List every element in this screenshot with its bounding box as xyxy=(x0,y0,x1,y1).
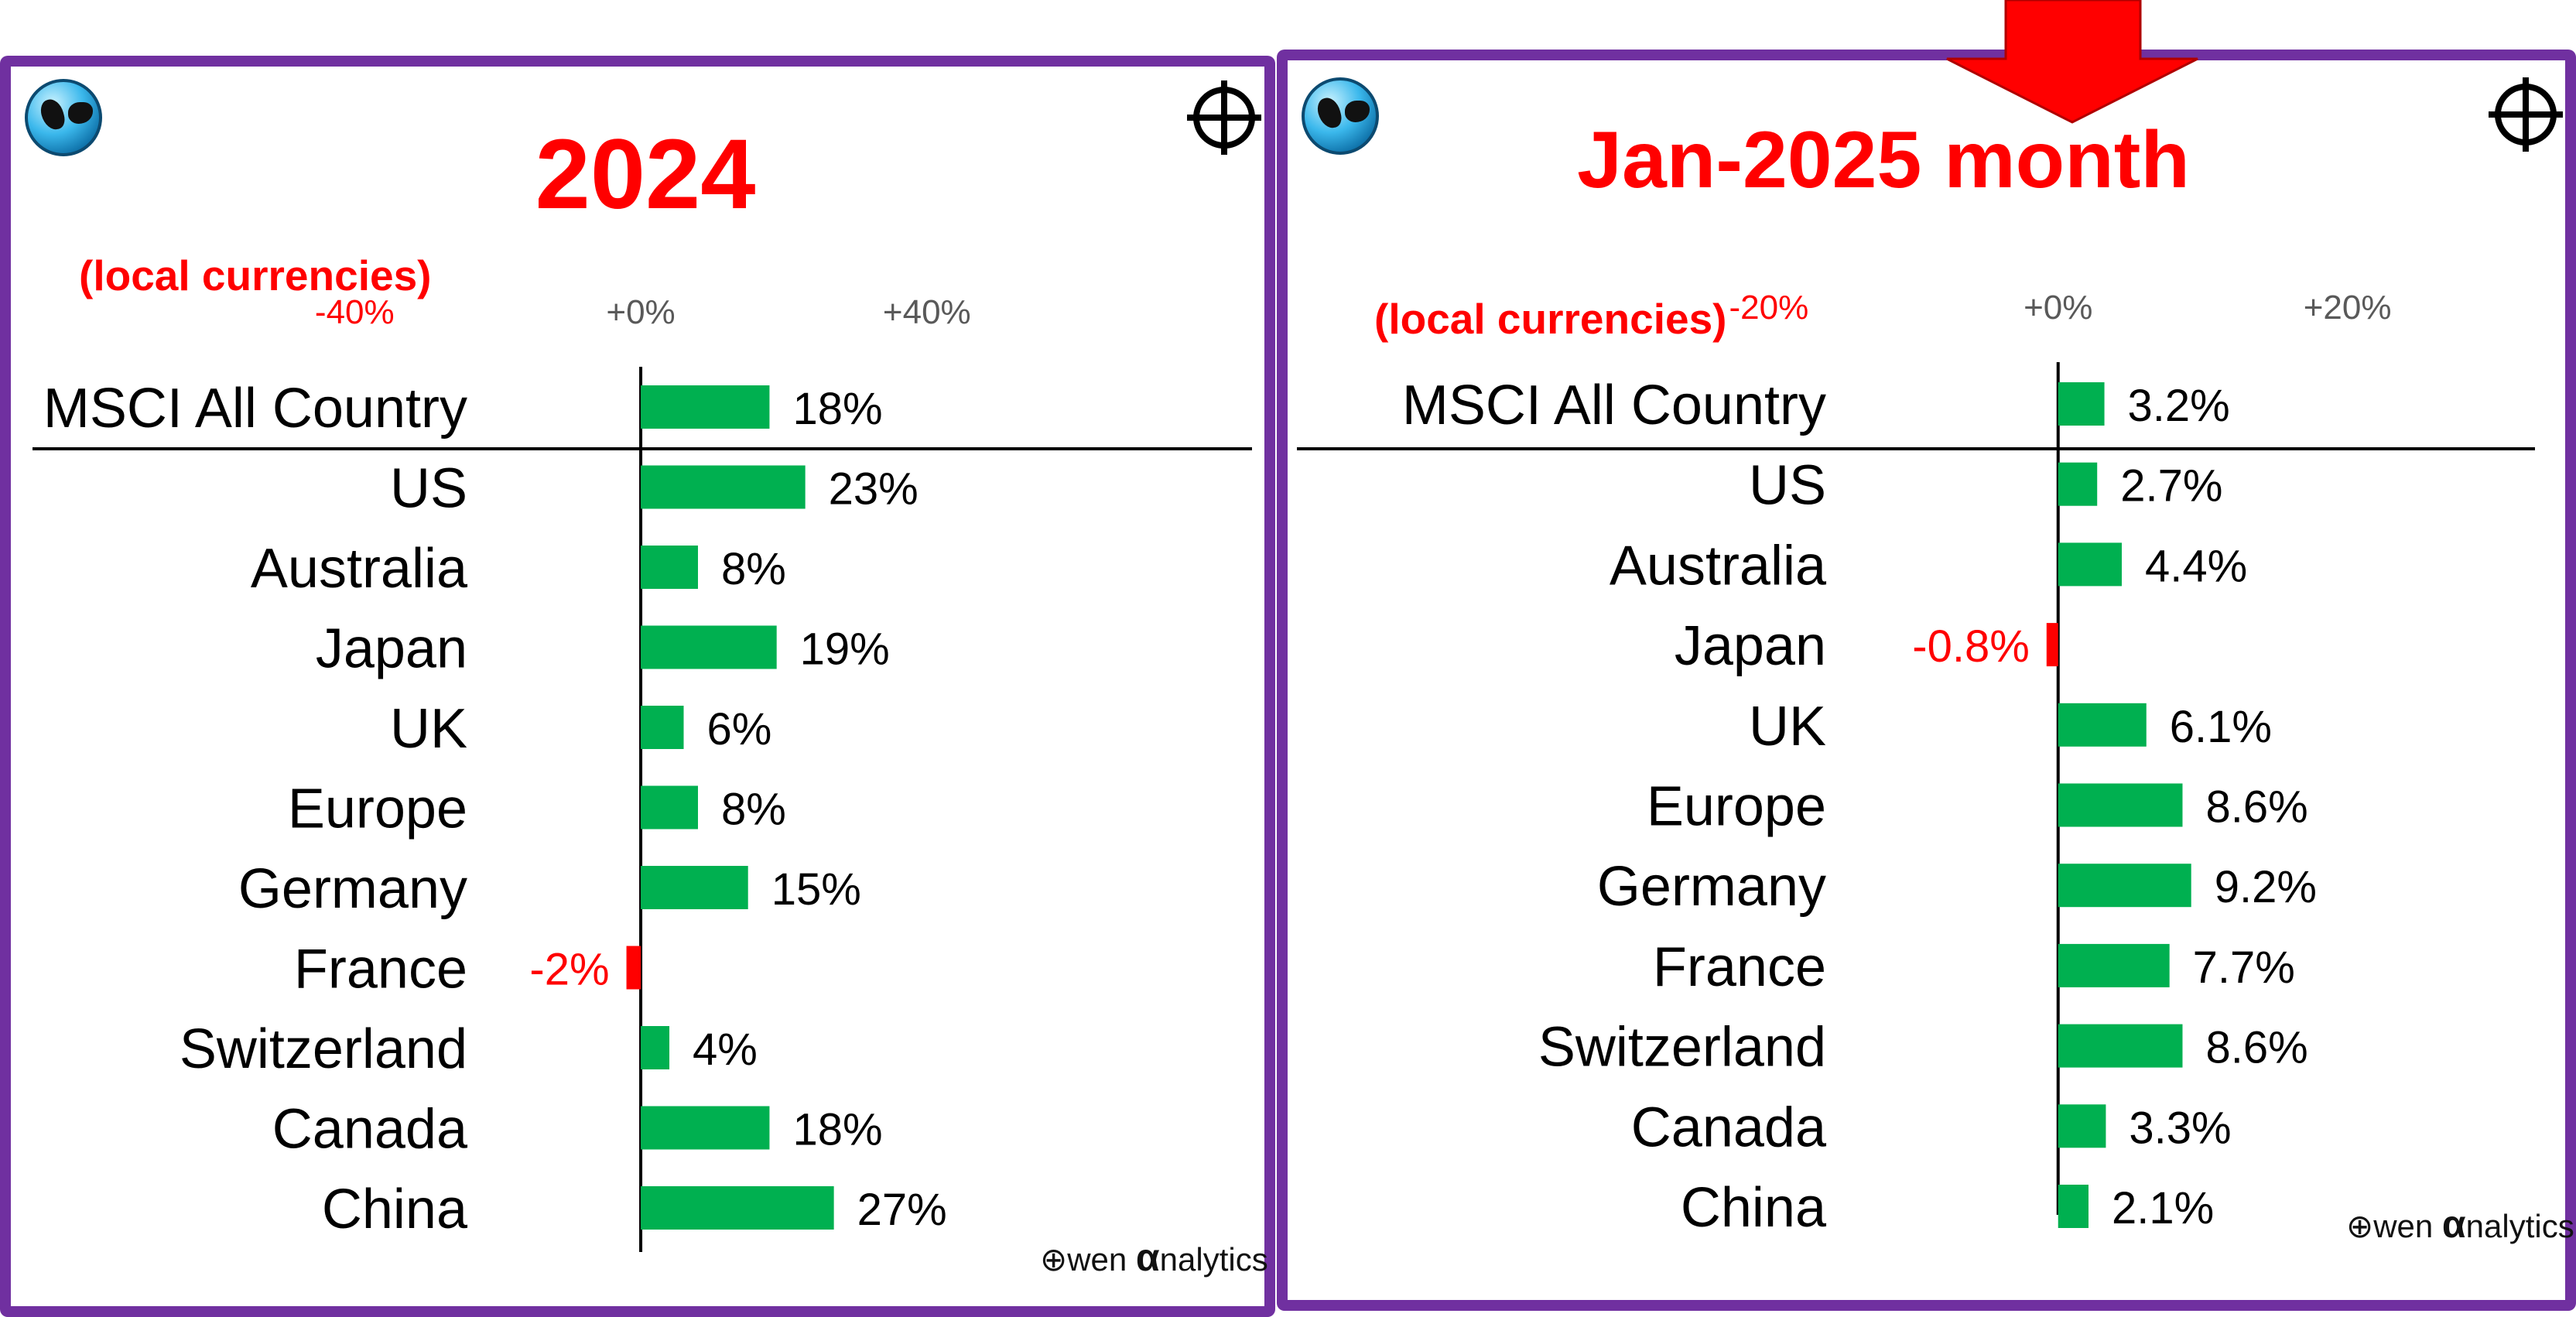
bar xyxy=(2058,382,2105,426)
tick-label: +0% xyxy=(606,293,675,331)
chart-panel-2024: 2024 (local currencies) -40% +0% +40% MSCI … xyxy=(0,56,1275,1317)
bar xyxy=(2058,1104,2106,1148)
tick-label: +40% xyxy=(883,293,971,331)
data-label: 18% xyxy=(792,1105,882,1155)
bar xyxy=(2058,703,2147,747)
globe-icon xyxy=(25,79,102,156)
bar xyxy=(2058,783,2183,827)
crosshair-icon xyxy=(2489,77,2563,152)
brand-prefix: wen xyxy=(2373,1208,2442,1244)
chart-title: Jan-2025 month xyxy=(1577,115,2190,205)
crosshair-small-icon: ⊕ xyxy=(2346,1208,2374,1244)
bar xyxy=(641,706,684,749)
category-label: Australia xyxy=(251,538,468,600)
bar xyxy=(2058,1185,2089,1228)
brand-logo: ⊕wen αnalytics xyxy=(1040,1235,1268,1280)
data-label: 7.7% xyxy=(2193,942,2295,993)
data-label: 8.6% xyxy=(2206,1023,2308,1073)
category-label: UK xyxy=(390,698,467,760)
tick-label: -20% xyxy=(1729,289,1809,327)
brand-suffix: nalytics xyxy=(1159,1241,1268,1278)
brand-alpha: α xyxy=(2441,1202,2466,1246)
category-label: Switzerland xyxy=(180,1018,467,1080)
bar xyxy=(2046,623,2058,667)
category-label: China xyxy=(322,1178,468,1240)
data-label: 2.1% xyxy=(2112,1183,2214,1233)
crosshair-icon xyxy=(1187,80,1261,155)
data-label: 4% xyxy=(693,1025,758,1075)
category-label: France xyxy=(1653,936,1826,998)
bar xyxy=(2058,864,2191,908)
bar-chart-2024: -40% +0% +40% MSCI All Country 18% US 23% Austr… xyxy=(32,293,1252,1252)
crosshair-small-icon: ⊕ xyxy=(1040,1241,1068,1278)
data-label: 3.2% xyxy=(2128,381,2230,431)
category-label: Europe xyxy=(288,778,467,840)
category-label: Canada xyxy=(272,1099,468,1161)
bar xyxy=(641,546,698,589)
chart-subtitle: (local currencies) xyxy=(79,251,432,299)
chart-title: 2024 xyxy=(535,119,756,230)
chart-panel-jan-2025: Jan-2025 month -20%+0%+20%+40%MSCI All C… xyxy=(1277,50,2576,1311)
category-label: UK xyxy=(1749,696,1826,758)
category-label: France xyxy=(294,939,467,1001)
tick-label: +0% xyxy=(2024,289,2092,327)
tick-label: +20% xyxy=(2304,289,2392,327)
bar xyxy=(2058,542,2122,587)
bar xyxy=(2058,943,2170,987)
tick-label: -40% xyxy=(315,293,395,331)
bar xyxy=(641,1026,670,1069)
category-label: Switzerland xyxy=(1538,1017,1826,1079)
data-label: 8% xyxy=(721,544,786,594)
bar xyxy=(641,1106,770,1150)
category-label: Germany xyxy=(238,858,467,920)
bar xyxy=(2058,462,2098,506)
brand-alpha: α xyxy=(1135,1236,1160,1279)
data-label: 6% xyxy=(707,704,772,754)
category-label: US xyxy=(390,458,467,520)
brand-logo: ⊕wen αnalytics xyxy=(2346,1202,2574,1247)
chart-subtitle: (local currencies) xyxy=(1374,295,1727,343)
bar xyxy=(641,866,748,909)
data-label: 15% xyxy=(771,864,861,915)
category-label: MSCI All Country xyxy=(43,378,467,440)
data-label: 8% xyxy=(721,785,786,835)
bar xyxy=(641,625,777,669)
globe-icon xyxy=(1302,77,1379,155)
bar xyxy=(2058,1024,2183,1068)
data-label: 23% xyxy=(829,464,919,515)
category-label: Germany xyxy=(1597,856,1826,918)
data-label: 18% xyxy=(792,384,882,434)
brand-suffix: nalytics xyxy=(2465,1208,2574,1244)
bar xyxy=(626,946,641,990)
bar-chart-jan-2025: -20%+0%+20%+40%MSCI All Country3.2%US2.7… xyxy=(1297,289,2535,1239)
bar xyxy=(641,465,806,509)
data-label: 9.2% xyxy=(2215,862,2317,912)
data-label: 2.7% xyxy=(2120,461,2222,511)
category-label: Japan xyxy=(1675,615,1826,677)
category-label: Japan xyxy=(316,618,467,680)
category-label: MSCI All Country xyxy=(1402,375,1826,436)
category-label: Canada xyxy=(1631,1096,1827,1158)
bar xyxy=(641,1186,834,1230)
bar xyxy=(641,385,770,429)
category-label: Australia xyxy=(1610,535,1827,597)
category-label: US xyxy=(1749,455,1826,517)
data-label: -2% xyxy=(529,945,609,995)
data-label: 19% xyxy=(800,624,890,675)
down-arrow-icon xyxy=(1946,0,2198,124)
category-label: China xyxy=(1681,1177,1827,1239)
category-label: Europe xyxy=(1647,776,1826,838)
data-label: 27% xyxy=(857,1185,947,1235)
brand-prefix: wen xyxy=(1067,1241,1136,1278)
data-label: -0.8% xyxy=(1912,621,2030,672)
data-label: 4.4% xyxy=(2145,541,2247,591)
data-label: 3.3% xyxy=(2129,1103,2231,1153)
data-label: 8.6% xyxy=(2206,782,2308,833)
data-label: 6.1% xyxy=(2170,702,2272,752)
bar xyxy=(641,785,698,830)
